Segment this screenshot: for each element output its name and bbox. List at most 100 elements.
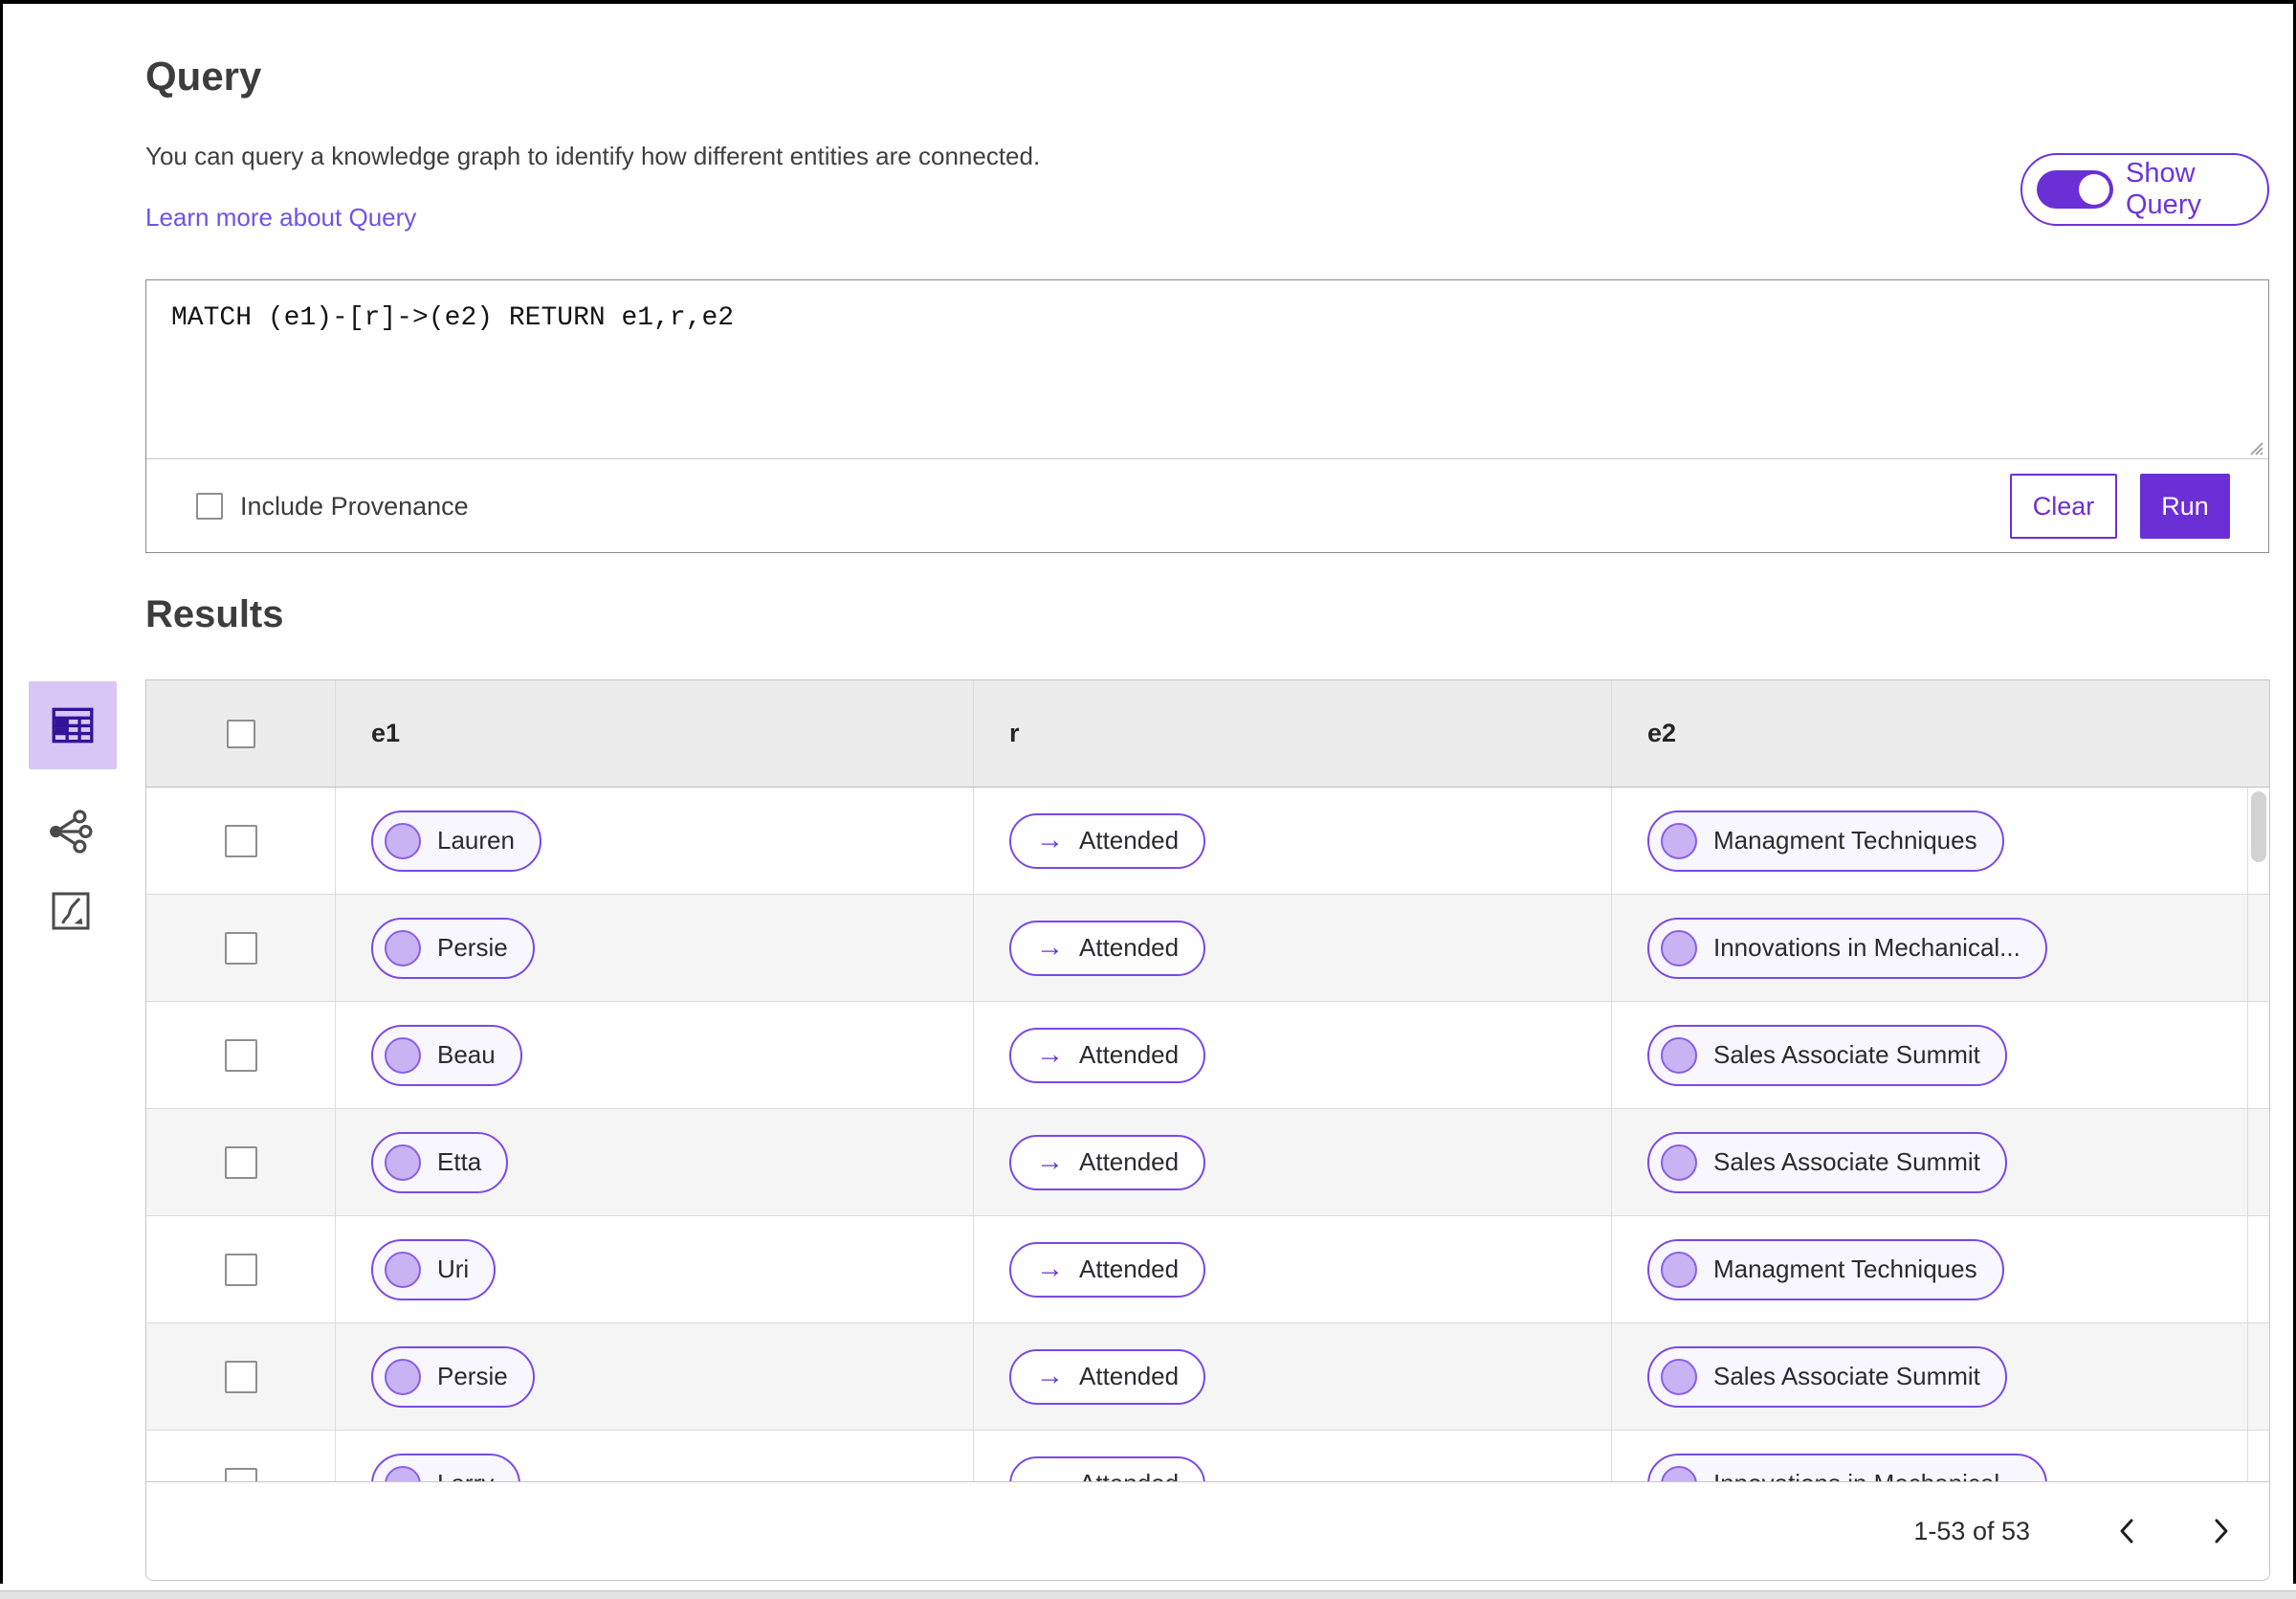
toggle-switch-icon[interactable] bbox=[2037, 170, 2113, 209]
arrow-right-icon: → bbox=[1036, 1470, 1064, 1482]
view-rail-table-view[interactable] bbox=[29, 681, 117, 769]
row-checkbox[interactable] bbox=[224, 824, 257, 857]
row-checkbox[interactable] bbox=[224, 1145, 257, 1179]
column-header-e1[interactable]: e1 bbox=[371, 719, 401, 747]
entity-label: Persie bbox=[437, 933, 508, 962]
table-scrollbar-track bbox=[2247, 788, 2269, 1481]
previous-page-button[interactable] bbox=[2105, 1502, 2147, 1560]
entity-circle-icon bbox=[385, 1465, 421, 1481]
entity-pill[interactable]: Sales Associate Summit bbox=[1647, 1345, 2007, 1408]
pagination-bar: 1-53 of 53 bbox=[145, 1481, 2270, 1581]
view-rail-map-view[interactable] bbox=[46, 886, 96, 936]
table-row: Etta → Attended Sales Associate Summit bbox=[146, 1109, 2269, 1216]
entity-circle-icon bbox=[1661, 1036, 1697, 1074]
entity-circle-icon bbox=[1661, 929, 1697, 966]
page-description: You can query a knowledge graph to ident… bbox=[145, 142, 1041, 170]
resize-grip-icon[interactable] bbox=[2243, 435, 2264, 456]
entity-circle-icon bbox=[385, 1036, 421, 1074]
arrow-right-icon: → bbox=[1036, 1361, 1064, 1391]
entity-circle-icon bbox=[1661, 1358, 1697, 1395]
relation-pill[interactable]: → Attended bbox=[1009, 1027, 1206, 1083]
column-header-r[interactable]: r bbox=[1009, 719, 1020, 747]
relation-pill[interactable]: → Attended bbox=[1009, 1134, 1206, 1190]
row-checkbox[interactable] bbox=[224, 931, 257, 965]
relation-label: Attended bbox=[1079, 1147, 1180, 1176]
entity-label: Beau bbox=[437, 1040, 496, 1069]
entity-pill[interactable]: Sales Associate Summit bbox=[1647, 1131, 2007, 1193]
entity-pill[interactable]: Uri bbox=[371, 1238, 497, 1300]
select-all-checkbox[interactable] bbox=[226, 719, 255, 748]
relation-pill[interactable]: → Attended bbox=[1009, 920, 1206, 976]
entity-label: Sales Associate Summit bbox=[1713, 1147, 1980, 1176]
view-rail-graph-view[interactable] bbox=[42, 804, 98, 859]
entity-label: Innovations in Mechanical... bbox=[1713, 1469, 2020, 1481]
entity-pill[interactable]: Persie bbox=[371, 1345, 535, 1408]
table-row: Persie → Attended Sales Associate Summit bbox=[146, 1323, 2269, 1431]
table-row: Uri → Attended Managment Techniques bbox=[146, 1216, 2269, 1323]
entity-pill[interactable]: Sales Associate Summit bbox=[1647, 1024, 2007, 1086]
graph-view-icon bbox=[50, 810, 93, 854]
show-query-toggle[interactable]: Show Query bbox=[2020, 153, 2269, 226]
relation-label: Attended bbox=[1079, 826, 1180, 855]
relation-pill[interactable]: → Attended bbox=[1009, 1241, 1206, 1298]
entity-circle-icon bbox=[385, 1144, 421, 1181]
clear-button[interactable]: Clear bbox=[2010, 474, 2117, 539]
map-view-icon bbox=[52, 892, 90, 930]
table-row: Lauren → Attended Managment Techniques bbox=[146, 788, 2269, 895]
entity-pill[interactable]: Larry bbox=[371, 1453, 521, 1481]
arrow-right-icon: → bbox=[1036, 1146, 1064, 1177]
table-scrollbar-thumb[interactable] bbox=[2251, 791, 2266, 862]
arrow-right-icon: → bbox=[1036, 932, 1064, 963]
run-button[interactable]: Run bbox=[2140, 474, 2230, 539]
row-checkbox[interactable] bbox=[224, 1253, 257, 1286]
window-frame-right bbox=[2293, 0, 2296, 1584]
entity-label: Sales Associate Summit bbox=[1713, 1362, 1980, 1390]
chevron-right-icon bbox=[2215, 1519, 2227, 1543]
next-page-button[interactable] bbox=[2200, 1502, 2242, 1560]
window-frame-top bbox=[0, 0, 2296, 4]
arrow-right-icon: → bbox=[1036, 825, 1064, 855]
toggle-knob bbox=[2079, 174, 2109, 205]
entity-label: Managment Techniques bbox=[1713, 826, 1977, 855]
entity-label: Larry bbox=[437, 1469, 494, 1481]
relation-label: Attended bbox=[1079, 933, 1180, 962]
row-checkbox[interactable] bbox=[224, 1467, 257, 1481]
results-table: e1 r e2 Lauren → Attended Managment Techn… bbox=[145, 679, 2270, 1481]
entity-pill[interactable]: Lauren bbox=[371, 810, 541, 872]
table-header-row: e1 r e2 bbox=[146, 680, 2269, 788]
relation-pill[interactable]: → Attended bbox=[1009, 1348, 1206, 1405]
entity-label: Persie bbox=[437, 1362, 508, 1390]
entity-pill[interactable]: Managment Techniques bbox=[1647, 810, 2004, 872]
entity-pill[interactable]: Managment Techniques bbox=[1647, 1238, 2004, 1300]
include-provenance-checkbox[interactable] bbox=[196, 493, 223, 520]
column-header-e2[interactable]: e2 bbox=[1647, 719, 1677, 747]
entity-circle-icon bbox=[385, 822, 421, 859]
learn-more-link[interactable]: Learn more about Query bbox=[145, 203, 417, 232]
query-editor[interactable]: MATCH (e1)-[r]->(e2) RETURN e1,r,e2 bbox=[146, 280, 2268, 459]
table-row: Persie → Attended Innovations in Mechanic… bbox=[146, 895, 2269, 1002]
relation-label: Attended bbox=[1079, 1040, 1180, 1069]
relation-pill[interactable]: → Attended bbox=[1009, 1455, 1206, 1482]
window-frame-left bbox=[0, 0, 3, 1584]
entity-label: Lauren bbox=[437, 826, 515, 855]
entity-pill[interactable]: Innovations in Mechanical... bbox=[1647, 917, 2047, 979]
relation-pill[interactable]: → Attended bbox=[1009, 812, 1206, 869]
entity-pill[interactable]: Persie bbox=[371, 917, 535, 979]
arrow-right-icon: → bbox=[1036, 1039, 1064, 1070]
pagination-range: 1-53 of 53 bbox=[1913, 1516, 2030, 1545]
entity-label: Sales Associate Summit bbox=[1713, 1040, 1980, 1069]
entity-pill[interactable]: Etta bbox=[371, 1131, 509, 1193]
table-view-icon bbox=[52, 707, 94, 744]
query-box: MATCH (e1)-[r]->(e2) RETURN e1,r,e2 Incl… bbox=[145, 279, 2269, 553]
table-row: Beau → Attended Sales Associate Summit bbox=[146, 1002, 2269, 1109]
query-footer: Include Provenance Clear Run bbox=[146, 460, 2268, 552]
entity-pill[interactable]: Beau bbox=[371, 1024, 522, 1086]
row-checkbox[interactable] bbox=[224, 1360, 257, 1393]
window-frame-bottom bbox=[0, 1590, 2296, 1599]
relation-label: Attended bbox=[1079, 1362, 1180, 1390]
row-checkbox[interactable] bbox=[224, 1038, 257, 1072]
entity-label: Uri bbox=[437, 1255, 470, 1283]
entity-pill[interactable]: Innovations in Mechanical... bbox=[1647, 1453, 2047, 1481]
entity-circle-icon bbox=[1661, 822, 1697, 859]
entity-circle-icon bbox=[1661, 1251, 1697, 1288]
